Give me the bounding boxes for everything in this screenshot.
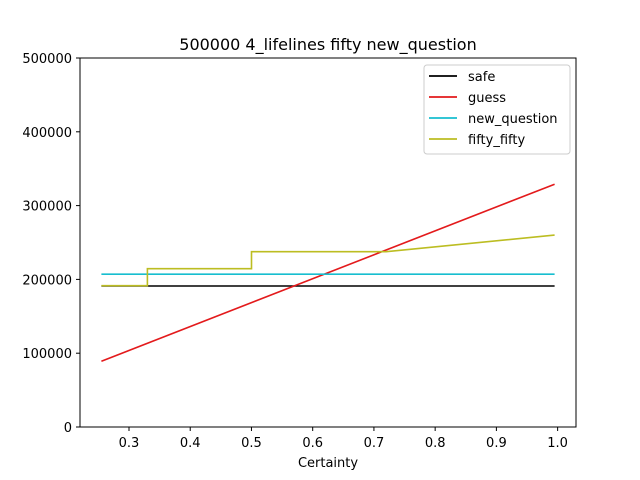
x-tick-label: 0.9 [486,436,507,451]
legend-label: new_question [468,112,558,127]
series-line-fifty-fifty [101,234,555,287]
x-tick-label: 0.7 [364,436,385,451]
y-tick-label: 400000 [22,126,72,141]
x-tick-label: 0.8 [425,436,446,451]
y-tick-label: 300000 [22,200,72,215]
legend: safe guess new_question fifty_fifty [423,64,571,155]
y-tick-label: 100000 [22,347,72,362]
x-tick-label: 0.3 [119,436,140,451]
legend-label: safe [468,70,495,85]
legend-box [423,64,571,155]
y-tick-label: 500000 [22,52,72,67]
plot-frame [79,57,577,428]
legend-label: fifty_fifty [468,133,525,148]
series-line-guess [101,183,555,363]
legend-label: guess [468,91,506,106]
y-tick-label: 0 [64,421,72,436]
chart-title: 500000 4_lifelines fifty new_question [179,35,476,55]
y-tick-label: 200000 [22,273,72,288]
x-axis: 0.3 0.4 0.5 0.6 0.7 0.8 0.9 1.0 [119,427,568,451]
x-tick-label: 1.0 [547,436,568,451]
x-axis-label: Certainty [298,456,358,471]
y-axis: 0 100000 200000 300000 400000 500000 [22,52,80,436]
x-tick-label: 0.6 [302,436,323,451]
series-layer [101,183,555,363]
x-tick-label: 0.4 [180,436,201,451]
x-tick-label: 0.5 [241,436,262,451]
